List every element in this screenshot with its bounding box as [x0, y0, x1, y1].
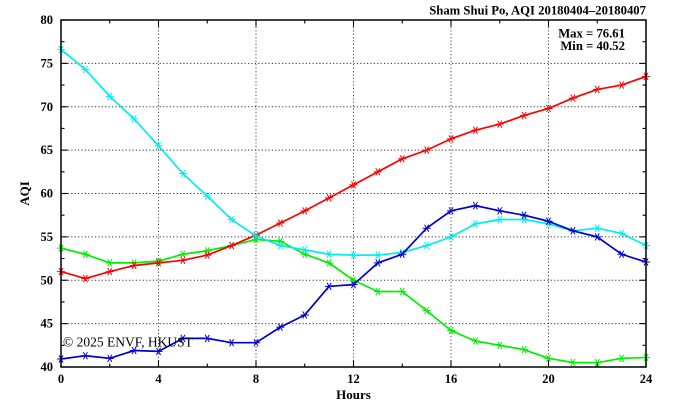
svg-text:55: 55	[41, 230, 54, 244]
svg-text:Sham Shui Po, AQI 20180404–201: Sham Shui Po, AQI 20180404–20180407	[429, 4, 646, 18]
svg-text:60: 60	[41, 187, 54, 201]
svg-text:50: 50	[41, 273, 54, 287]
svg-text:16: 16	[445, 372, 458, 386]
svg-text:Min = 40.52: Min = 40.52	[560, 39, 625, 53]
svg-text:12: 12	[347, 372, 360, 386]
svg-text:40: 40	[41, 360, 54, 374]
svg-text:4: 4	[155, 372, 162, 386]
svg-text:Hours: Hours	[336, 387, 371, 402]
svg-text:20: 20	[542, 372, 555, 386]
svg-text:45: 45	[41, 317, 54, 331]
svg-text:70: 70	[41, 100, 54, 114]
svg-text:0: 0	[58, 372, 64, 386]
svg-text:8: 8	[253, 372, 259, 386]
svg-text:AQI: AQI	[17, 181, 32, 206]
svg-text:65: 65	[41, 143, 54, 157]
svg-text:© 2025 ENVF, HKUST: © 2025 ENVF, HKUST	[63, 335, 194, 350]
svg-text:75: 75	[41, 56, 54, 70]
svg-text:24: 24	[640, 372, 653, 386]
svg-text:80: 80	[41, 13, 54, 27]
